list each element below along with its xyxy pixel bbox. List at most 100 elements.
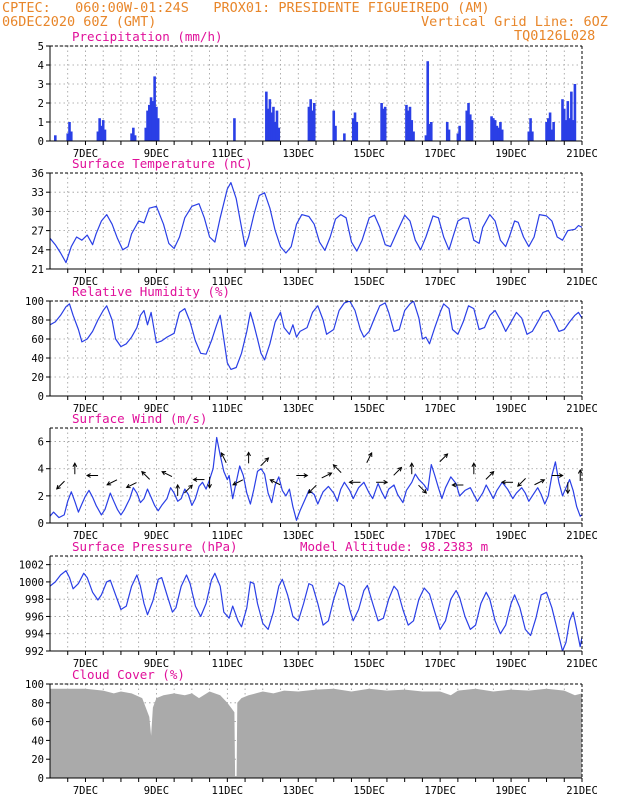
x-tick-label: 21DEC [566,658,598,670]
precip-bar [447,129,451,141]
cloud-area [50,688,582,778]
x-tick-label: 9DEC [144,276,169,288]
precip-bar [272,106,275,141]
wind-arrow-shaft [517,478,526,487]
precip-bar [456,133,460,141]
wind-arrow-head [269,479,275,484]
y-tick-label: 21 [31,264,44,276]
header-location: CPTEC: 060:00W-01:24S PROX01: PRESIDENTE… [2,0,490,16]
wind-arrow [409,462,415,475]
precip-bar [531,131,534,141]
precip-bar [470,120,474,141]
panel-1: Surface Temperature (nC) 21 24 27 30 33 36 7DEC… [31,156,597,288]
precip-bar [69,131,73,141]
wind-arrow-head [307,488,313,494]
precip-bar [424,135,428,141]
wind-arrow-shaft [393,467,402,476]
series-line [50,436,582,521]
wind-arrow-head [471,462,477,467]
x-tick-label: 11DEC [212,403,244,415]
wind-arrow [192,477,205,482]
precip-bar [499,122,502,141]
data-layer [50,301,582,370]
precip-bar [458,125,461,141]
precip-bar [98,118,101,141]
x-tick-label: 19DEC [495,276,527,288]
y-tick-label: 60 [31,717,44,729]
precip-bar [495,125,499,141]
y-tick-label: 30 [31,206,44,218]
y-tick-label: 40 [31,353,44,365]
x-tick-label: 15DEC [353,658,385,670]
wind-arrow [393,466,403,476]
precip-bar [468,114,472,141]
wind-arrow-shaft [321,472,332,479]
precip-bar [571,120,575,141]
panel-4: Surface Pressure (hPa) Model Altitude: 98… [19,539,598,670]
wind-arrow-shaft [126,482,137,488]
precip-bar [383,106,387,141]
precip-bar [497,127,500,141]
precip-bar [133,135,137,141]
wind-arrow [207,476,212,489]
wind-arrow-head [565,489,571,495]
wind-arrow-head [451,482,457,488]
wind-arrow-head [348,479,354,485]
wind-arrow-head [517,482,522,487]
wind-arrow-head [303,473,309,478]
panel-5: Cloud Cover (%) 0 20 40 60 80 100 7DEC 9DEC 11DEC… [25,667,598,797]
wind-arrow [565,482,571,495]
wind-arrow [307,484,317,494]
wind-arrow-head [175,483,181,489]
x-tick-label: 21DEC [566,276,598,288]
wind-arrow-shaft [232,479,244,486]
precip-bar [527,131,531,141]
x-tick-label: 9DEC [144,148,169,160]
x-tick-label: 19DEC [495,530,527,542]
y-tick-label: 1002 [19,560,44,572]
wind-arrow [269,479,281,486]
precip-bar [151,101,155,141]
wind-arrow-head [207,484,212,489]
panel-title: Surface Temperature (nC) [72,156,253,171]
x-tick-label: 13DEC [282,148,314,160]
x-tick-label: 21DEC [566,403,598,415]
precip-bar [412,131,415,141]
precip-bar [573,84,577,141]
wind-arrow-head [188,484,193,490]
wind-arrow-head [246,451,251,457]
precip-bar [343,133,346,141]
precip-bar [149,97,153,141]
precip-bar [266,108,270,141]
y-tick-label: 4 [38,60,44,72]
wind-arrow-shaft [220,452,227,464]
x-tick-label: 15DEC [353,530,385,542]
wind-arrow [366,452,373,464]
precip-bar [307,106,311,141]
wind-arrow [260,457,270,467]
wind-arrow-head [368,452,373,457]
precip-bar [233,118,236,141]
precip-bar [351,118,355,141]
precip-bar [429,122,433,141]
precip-bar [465,110,469,141]
y-tick-label: 80 [31,315,44,327]
x-tick-label: 19DEC [495,403,527,415]
y-tick-label: 6 [38,437,44,449]
precip-bar [100,125,103,141]
x-tick-label: 7DEC [73,530,98,542]
wind-arrow-shaft [534,479,545,486]
precip-bar [529,118,532,141]
wind-arrow-head [56,484,61,490]
x-tick-label: 7DEC [73,148,98,160]
x-tick-label: 17DEC [424,785,456,797]
wind-arrow [106,479,118,486]
wind-arrow-head [540,479,546,484]
x-tick-label: 21DEC [566,148,598,160]
panel-annotation: Model Altitude: 98.2383 m [300,539,488,554]
x-tick-label: 9DEC [144,403,169,415]
wind-arrow-head [558,473,564,478]
data-layer [54,61,577,141]
x-tick-label: 11DEC [212,658,244,670]
